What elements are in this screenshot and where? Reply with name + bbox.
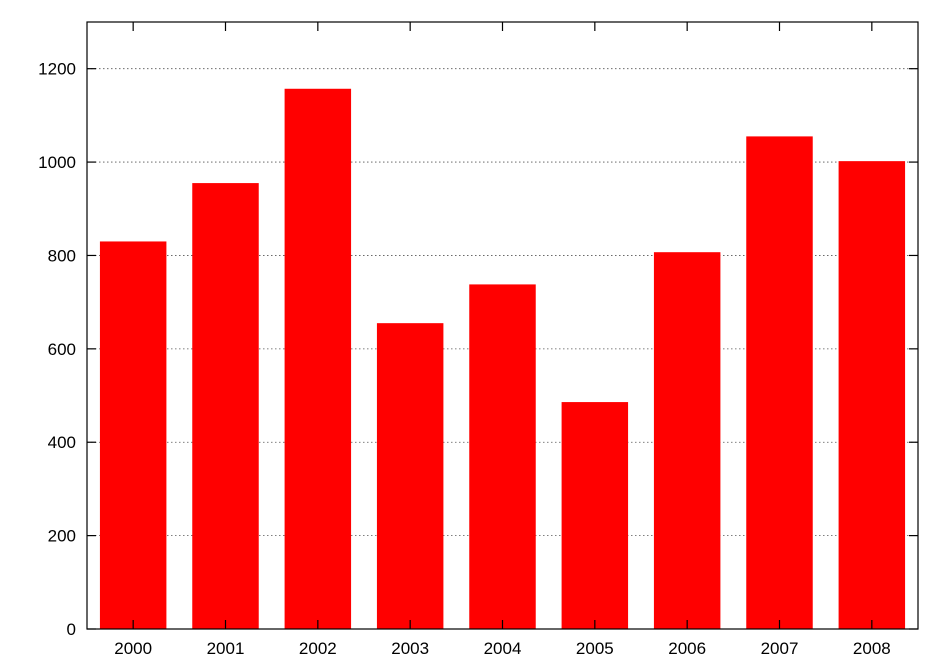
y-tick-label: 600	[48, 340, 76, 359]
bars	[99, 88, 906, 630]
bar-2008	[838, 161, 906, 630]
x-tick-label: 2007	[761, 639, 799, 658]
x-tick-label: 2005	[576, 639, 614, 658]
bar-2005	[561, 402, 629, 629]
y-tick-label: 400	[48, 433, 76, 452]
x-tick-label: 2004	[484, 639, 522, 658]
bar-2003	[376, 323, 444, 629]
y-tick-label: 0	[67, 620, 76, 639]
x-axis-ticks: 2000 2001 2002 2003 2004 2005 2006 2007 2008	[114, 22, 891, 658]
y-tick-label: 1200	[38, 60, 76, 79]
y-tick-label: 800	[48, 246, 76, 265]
x-tick-label: 2000	[114, 639, 152, 658]
x-tick-label: 2006	[668, 639, 706, 658]
bar-2004	[469, 284, 536, 629]
bar-2002	[284, 88, 352, 629]
x-tick-label: 2003	[391, 639, 429, 658]
bar-2006	[653, 252, 721, 630]
x-tick-label: 2008	[853, 639, 891, 658]
x-tick-label: 2002	[299, 639, 337, 658]
plot-frame	[86, 21, 919, 630]
y-tick-label: 200	[48, 527, 76, 546]
y-tick-label: 1000	[38, 153, 76, 172]
bar-2001	[192, 183, 259, 630]
y-axis-ticks: 0 200 400 600 800 1000 1200	[38, 60, 918, 639]
x-tick-label: 2001	[207, 639, 245, 658]
bar-2000	[99, 241, 167, 629]
bar-2007	[746, 136, 813, 629]
